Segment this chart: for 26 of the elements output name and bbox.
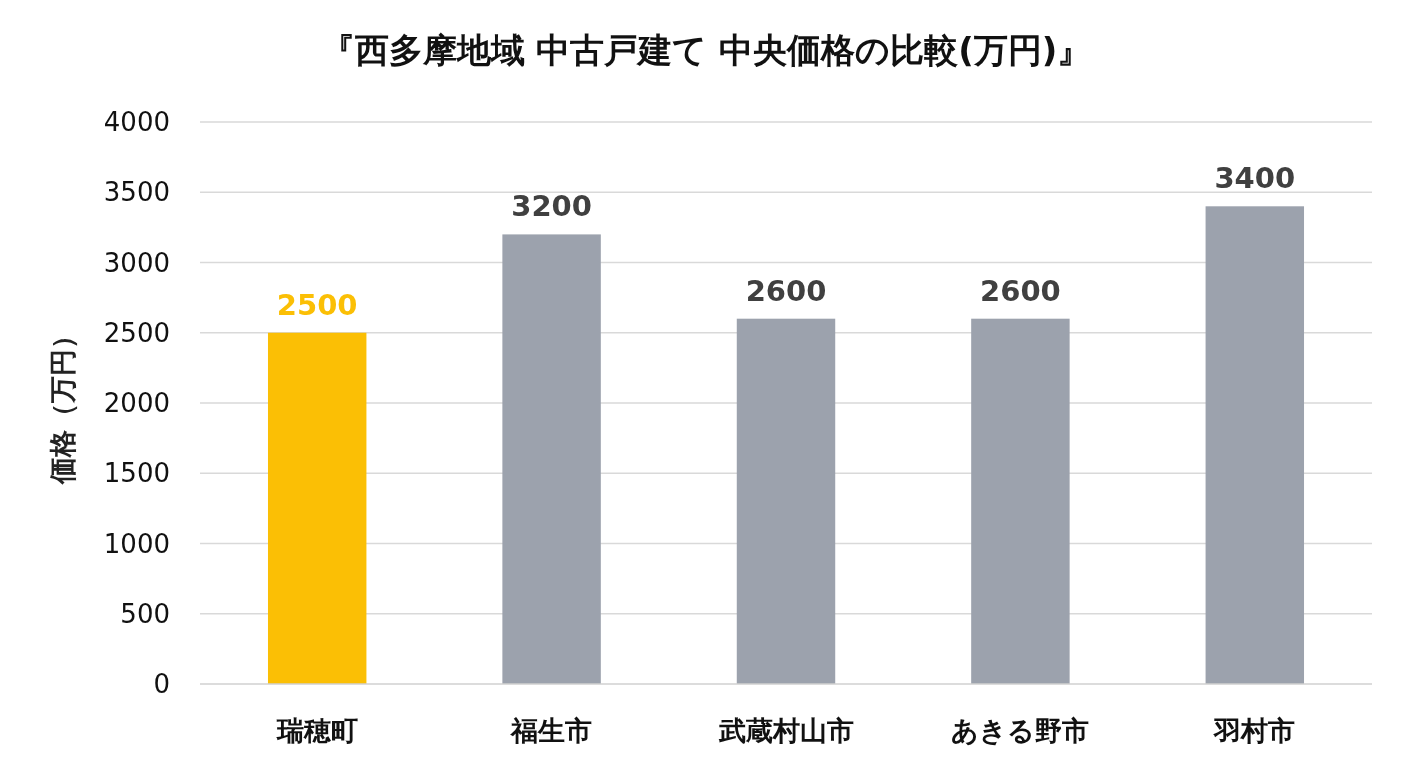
x-tick-label: 武蔵村山市 — [717, 715, 854, 746]
y-tick-label: 500 — [120, 598, 170, 629]
chart-title: 『西多摩地域 中古戸建て 中央価格の比較(万円)』 — [320, 30, 1092, 70]
y-tick-label: 0 — [153, 669, 170, 699]
data-label: 3200 — [511, 189, 592, 224]
bar — [502, 234, 601, 684]
data-label: 2600 — [980, 273, 1061, 308]
y-tick-label: 2500 — [103, 317, 170, 348]
y-tick-label: 1500 — [103, 458, 170, 489]
bar — [267, 332, 367, 684]
y-tick-label: 1000 — [103, 528, 170, 559]
x-tick-label: 福生市 — [509, 715, 593, 746]
bar — [1205, 206, 1305, 684]
y-tick-label: 4000 — [103, 107, 170, 137]
y-tick-label: 3000 — [103, 247, 170, 278]
bar — [736, 318, 836, 684]
data-label: 2500 — [276, 287, 358, 322]
data-label: 2600 — [745, 273, 827, 308]
y-tick-label: 2000 — [103, 388, 170, 418]
y-tick-label: 3500 — [103, 177, 170, 208]
x-tick-label: あきる野市 — [951, 715, 1090, 746]
x-tick-label: 羽村市 — [1213, 715, 1296, 746]
data-label: 3400 — [1214, 161, 1296, 196]
y-axis-title: 価格（万円） — [47, 322, 78, 485]
x-tick-label: 瑞穂町 — [275, 715, 358, 746]
bar — [971, 318, 1070, 684]
